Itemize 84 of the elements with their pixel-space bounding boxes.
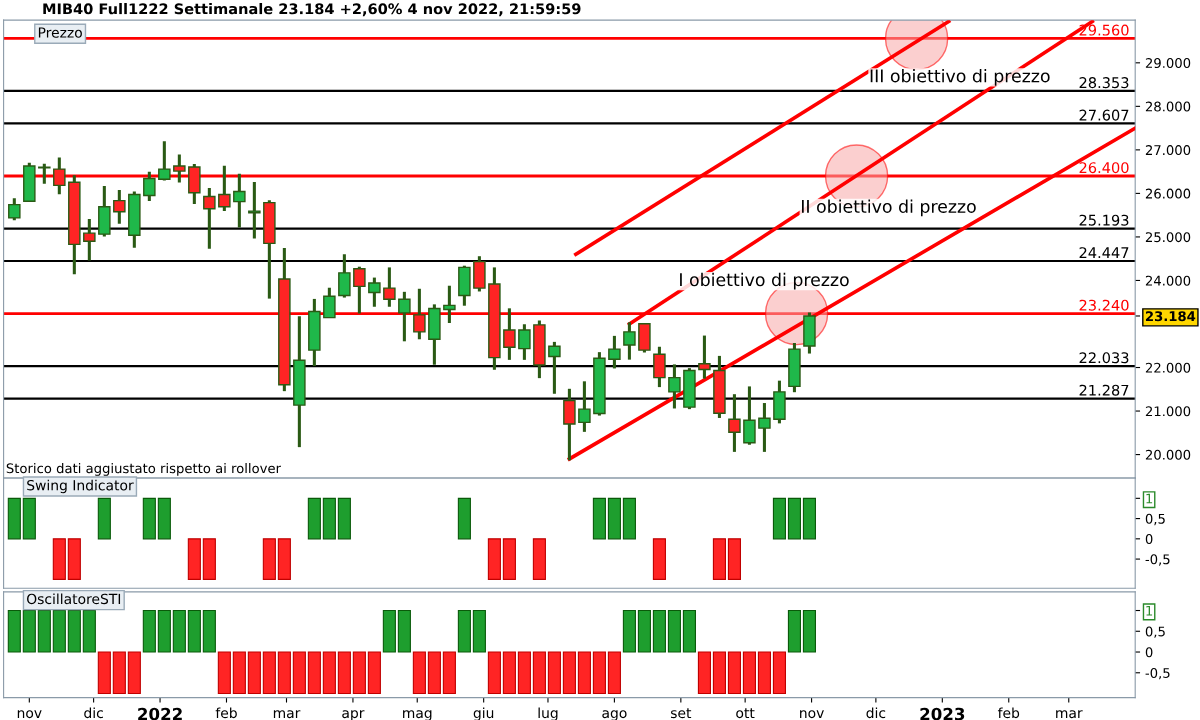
candlestick [698,335,711,379]
ref-line-label: 25.193 [1079,214,1129,226]
ref-line-label: 22.033 [1079,352,1129,364]
x-tick-label: nov [17,710,42,719]
x-tick-label: mar [1056,710,1083,719]
ref-line-label: 21.287 [1079,384,1129,396]
candlestick [413,287,426,340]
ref-line-label: 24.447 [1079,247,1129,258]
y-tick-label: 0,5 [1145,626,1165,638]
candlestick [113,190,126,224]
x-tick-label: set [670,708,692,719]
x-tick-label: mar [273,710,301,719]
annotation: II obiettivo di prezzo [802,199,976,217]
y-tick-label: 0 [1145,647,1153,658]
candlestick [368,277,381,307]
x-tick-label: dic [84,707,103,719]
candlestick [623,322,636,360]
candlestick [578,381,591,432]
candlestick [383,267,396,307]
y-tick-label: 25.000 [1145,232,1191,243]
candlestick [8,198,21,221]
x-tick-label: 2022 [138,707,182,720]
chart-title: OscillatoreSTI [27,593,121,605]
chart-title: MIB40 Full1222 Settimanale 23.184 +2,60% 4 nov 2022, 21:59:59 [43,3,581,17]
ref-line-label: 29.560 [1079,24,1129,36]
y-tick-label: 27.000 [1145,145,1191,156]
x-tick-label: feb [215,707,237,719]
candlestick [653,346,666,389]
y-tick-label: 1 [1146,493,1153,504]
candlestick [398,290,411,342]
candlestick [338,254,351,298]
y-tick-label: 26.000 [1145,188,1191,199]
candlestick [323,287,336,319]
candlestick [248,181,261,239]
y-tick-label: 0,5 [1145,513,1165,526]
x-tick-label: ott [736,708,755,719]
x-tick-label: apr [342,710,365,720]
y-tick-label: 21.000 [1145,406,1191,417]
candlestick [518,324,531,360]
annotation: I obiettivo di prezzo [680,272,849,290]
y-tick-label: -0,5 [1145,554,1170,566]
candlestick [548,340,561,394]
x-tick-label: mag [403,710,432,720]
x-tick-label: 2023 [920,707,965,720]
candlestick [728,394,741,452]
candlestick [158,141,171,181]
y-tick-label: 22.000 [1145,362,1191,373]
candlestick [608,334,621,369]
chart-title: Swing Indicator [27,479,134,494]
x-tick-label: feb [997,707,1020,719]
ref-line-label: 28.353 [1079,77,1129,89]
candlestick [143,170,156,201]
y-tick-label: 29.000 [1145,58,1191,69]
candlestick [743,386,756,445]
y-tick-label: 28.000 [1145,101,1191,112]
candlestick [203,188,216,249]
candlestick [233,172,246,228]
candlestick [83,218,96,261]
y-tick-label: 24.000 [1145,275,1191,286]
candlestick [53,157,66,196]
candlestick [443,285,456,323]
y-tick-label: 1 [1146,605,1153,616]
candlestick [173,154,186,183]
candlestick [503,308,516,360]
x-tick-label: lug [538,707,558,720]
x-tick-label: giu [473,707,494,720]
annotation: Storico dati aggiustato rispetto ai rollover [6,463,281,476]
candlestick [668,364,681,409]
annotation: III obiettivo di prezzo [870,69,1050,86]
y-tick-label: -0,5 [1145,668,1170,680]
candlestick [353,266,366,314]
candlestick [563,387,576,461]
ref-line-label: 26.400 [1079,162,1129,174]
y-tick-label: 0 [1145,534,1153,545]
ref-line-label: 23.240 [1079,299,1129,311]
x-tick-label: nov [800,710,824,719]
candlestick [218,165,231,212]
x-tick-label: ago [602,710,627,720]
y-tick-label: 23.184 [1145,311,1196,322]
chart-subtitle: Prezzo [38,27,82,38]
ref-line-label: 27.607 [1079,109,1129,121]
y-tick-label: 20.000 [1145,449,1191,460]
x-tick-label: dic [866,707,886,719]
candlestick [758,403,771,452]
